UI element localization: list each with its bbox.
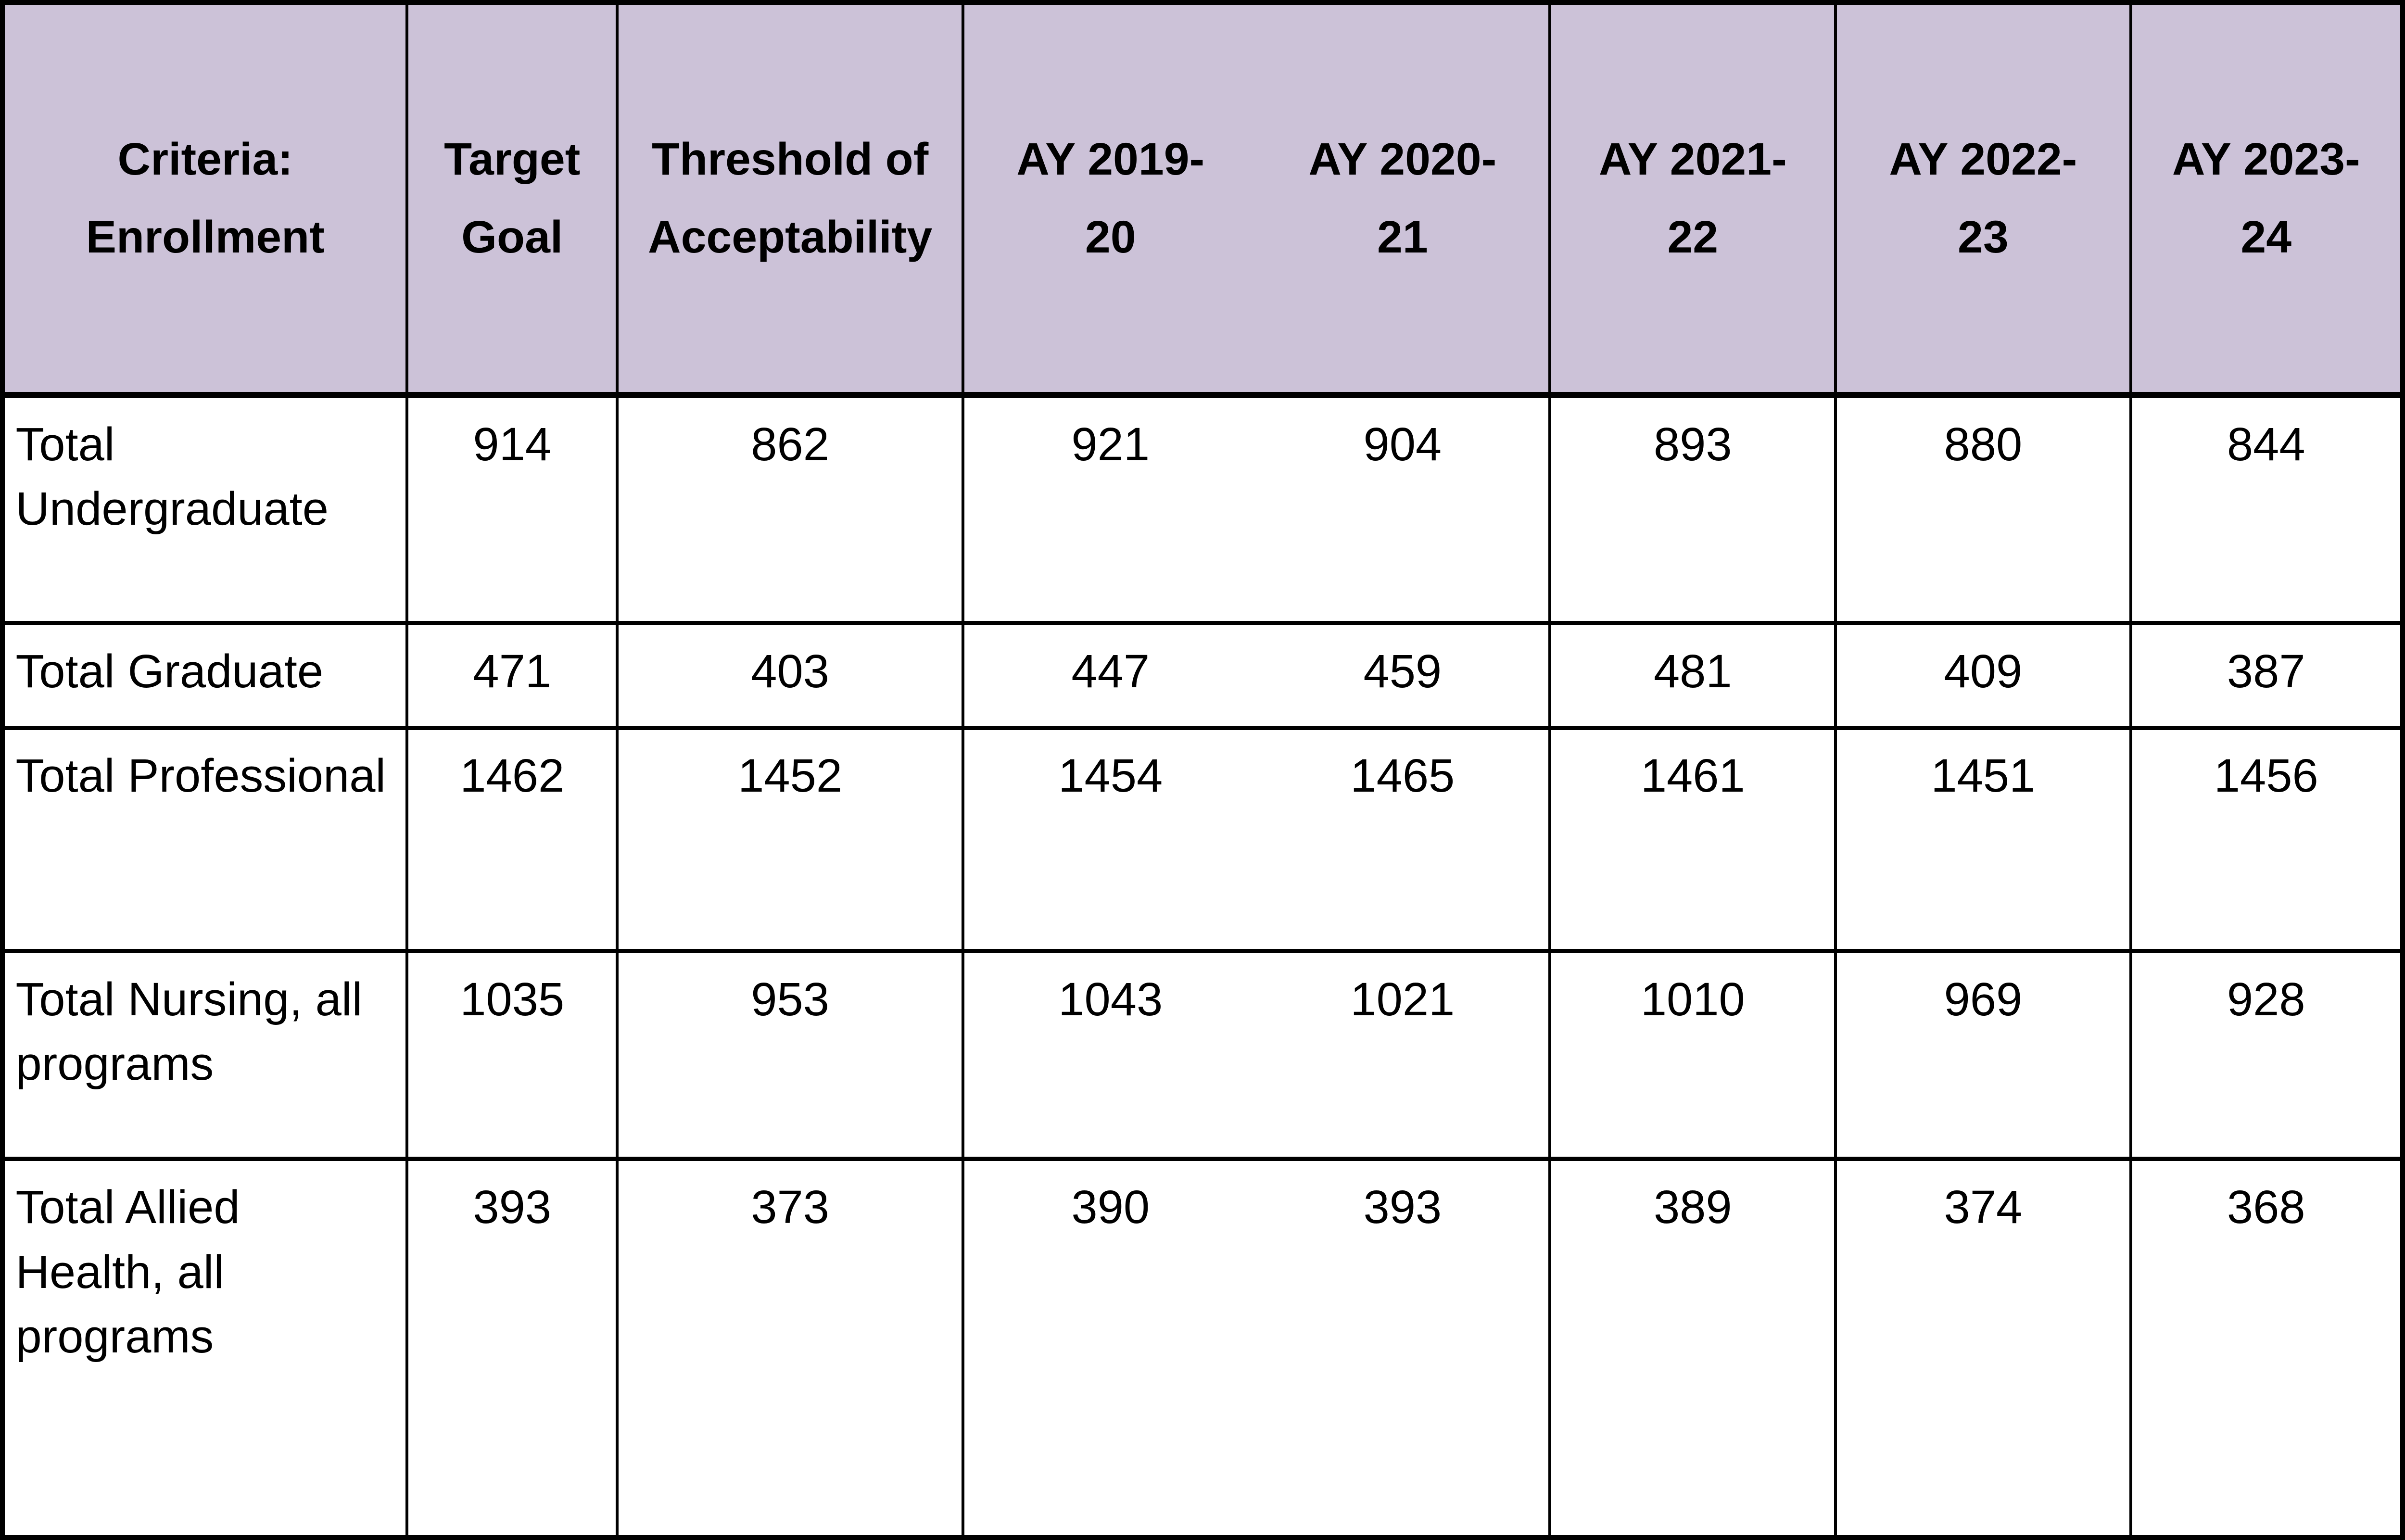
row-label: Total Professional — [0, 725, 409, 953]
table-row-total-allied-health: Total Allied Health, all programs 393 37… — [0, 1157, 2405, 1540]
cell-ay-2020-21: 1465 — [1350, 749, 1455, 802]
header-cell-ay-2021-22: AY 2021-22 — [1548, 0, 1837, 398]
row-label: Total Graduate — [0, 620, 409, 730]
cell-ay-2022-23: 374 — [1834, 1157, 2132, 1540]
cell-ay-merged: 921 904 — [962, 393, 1552, 625]
cell-target-goal: 393 — [405, 1157, 619, 1540]
cell-ay-2023-24: 844 — [2129, 393, 2405, 625]
cell-ay-merged: 1043 1021 — [962, 948, 1552, 1161]
row-label: Total Undergraduate — [0, 393, 409, 625]
header-cell-ay-2022-23: AY 2022-23 — [1834, 0, 2132, 398]
header-cell-ay-2020-21: AY 2020-21 — [1308, 134, 1497, 263]
cell-ay-merged: 1454 1465 — [962, 725, 1552, 953]
table-row-total-professional: Total Professional 1462 1452 1454 1465 1… — [0, 725, 2405, 953]
cell-ay-2022-23: 880 — [1834, 393, 2132, 625]
header-cell-ay-2023-24: AY 2023-24 — [2129, 0, 2405, 398]
cell-target-goal: 1035 — [405, 948, 619, 1161]
cell-ay-2019-20: 390 — [1071, 1180, 1150, 1233]
cell-threshold: 373 — [616, 1157, 965, 1540]
row-label: Total Nursing, all programs — [0, 948, 409, 1161]
row-label: Total Allied Health, all programs — [0, 1157, 409, 1540]
cell-ay-2020-21: 393 — [1363, 1180, 1442, 1233]
cell-ay-2023-24: 1456 — [2129, 725, 2405, 953]
cell-ay-2023-24: 368 — [2129, 1157, 2405, 1540]
cell-ay-2019-20: 1454 — [1058, 749, 1163, 802]
cell-threshold: 953 — [616, 948, 965, 1161]
cell-threshold: 1452 — [616, 725, 965, 953]
cell-ay-2023-24: 928 — [2129, 948, 2405, 1161]
cell-target-goal: 471 — [405, 620, 619, 730]
header-cell-ay-merged: AY 2019-20 AY 2020-21 — [962, 0, 1552, 398]
cell-threshold: 862 — [616, 393, 965, 625]
cell-ay-2021-22: 1010 — [1548, 948, 1837, 1161]
cell-threshold: 403 — [616, 620, 965, 730]
cell-ay-2021-22: 389 — [1548, 1157, 1837, 1540]
table-row-total-graduate: Total Graduate 471 403 447 459 481 409 3… — [0, 620, 2405, 730]
cell-ay-2022-23: 1451 — [1834, 725, 2132, 953]
cell-ay-2021-22: 481 — [1548, 620, 1837, 730]
header-cell-ay-2019-20: AY 2019-20 — [1016, 134, 1205, 263]
cell-ay-2021-22: 1461 — [1548, 725, 1837, 953]
cell-ay-2019-20: 1043 — [1058, 972, 1163, 1025]
cell-ay-2020-21: 459 — [1363, 644, 1442, 697]
header-cell-threshold: Threshold of Acceptability — [616, 0, 965, 398]
cell-ay-2022-23: 409 — [1834, 620, 2132, 730]
cell-ay-2021-22: 893 — [1548, 393, 1837, 625]
cell-ay-2019-20: 447 — [1071, 644, 1150, 697]
cell-ay-2022-23: 969 — [1834, 948, 2132, 1161]
cell-ay-2020-21: 1021 — [1350, 972, 1455, 1025]
cell-ay-2019-20: 921 — [1071, 417, 1150, 470]
header-cell-target-goal: Target Goal — [405, 0, 619, 398]
header-cell-criteria: Criteria: Enrollment — [0, 0, 409, 398]
cell-ay-merged: 447 459 — [962, 620, 1552, 730]
cell-ay-merged: 390 393 — [962, 1157, 1552, 1540]
cell-ay-2020-21: 904 — [1363, 417, 1442, 470]
table-row-total-nursing: Total Nursing, all programs 1035 953 104… — [0, 948, 2405, 1161]
cell-ay-2023-24: 387 — [2129, 620, 2405, 730]
table-row-total-undergraduate: Total Undergraduate 914 862 921 904 893 … — [0, 393, 2405, 625]
cell-target-goal: 1462 — [405, 725, 619, 953]
cell-target-goal: 914 — [405, 393, 619, 625]
header-row: Criteria: Enrollment Target Goal Thresho… — [0, 0, 2405, 398]
